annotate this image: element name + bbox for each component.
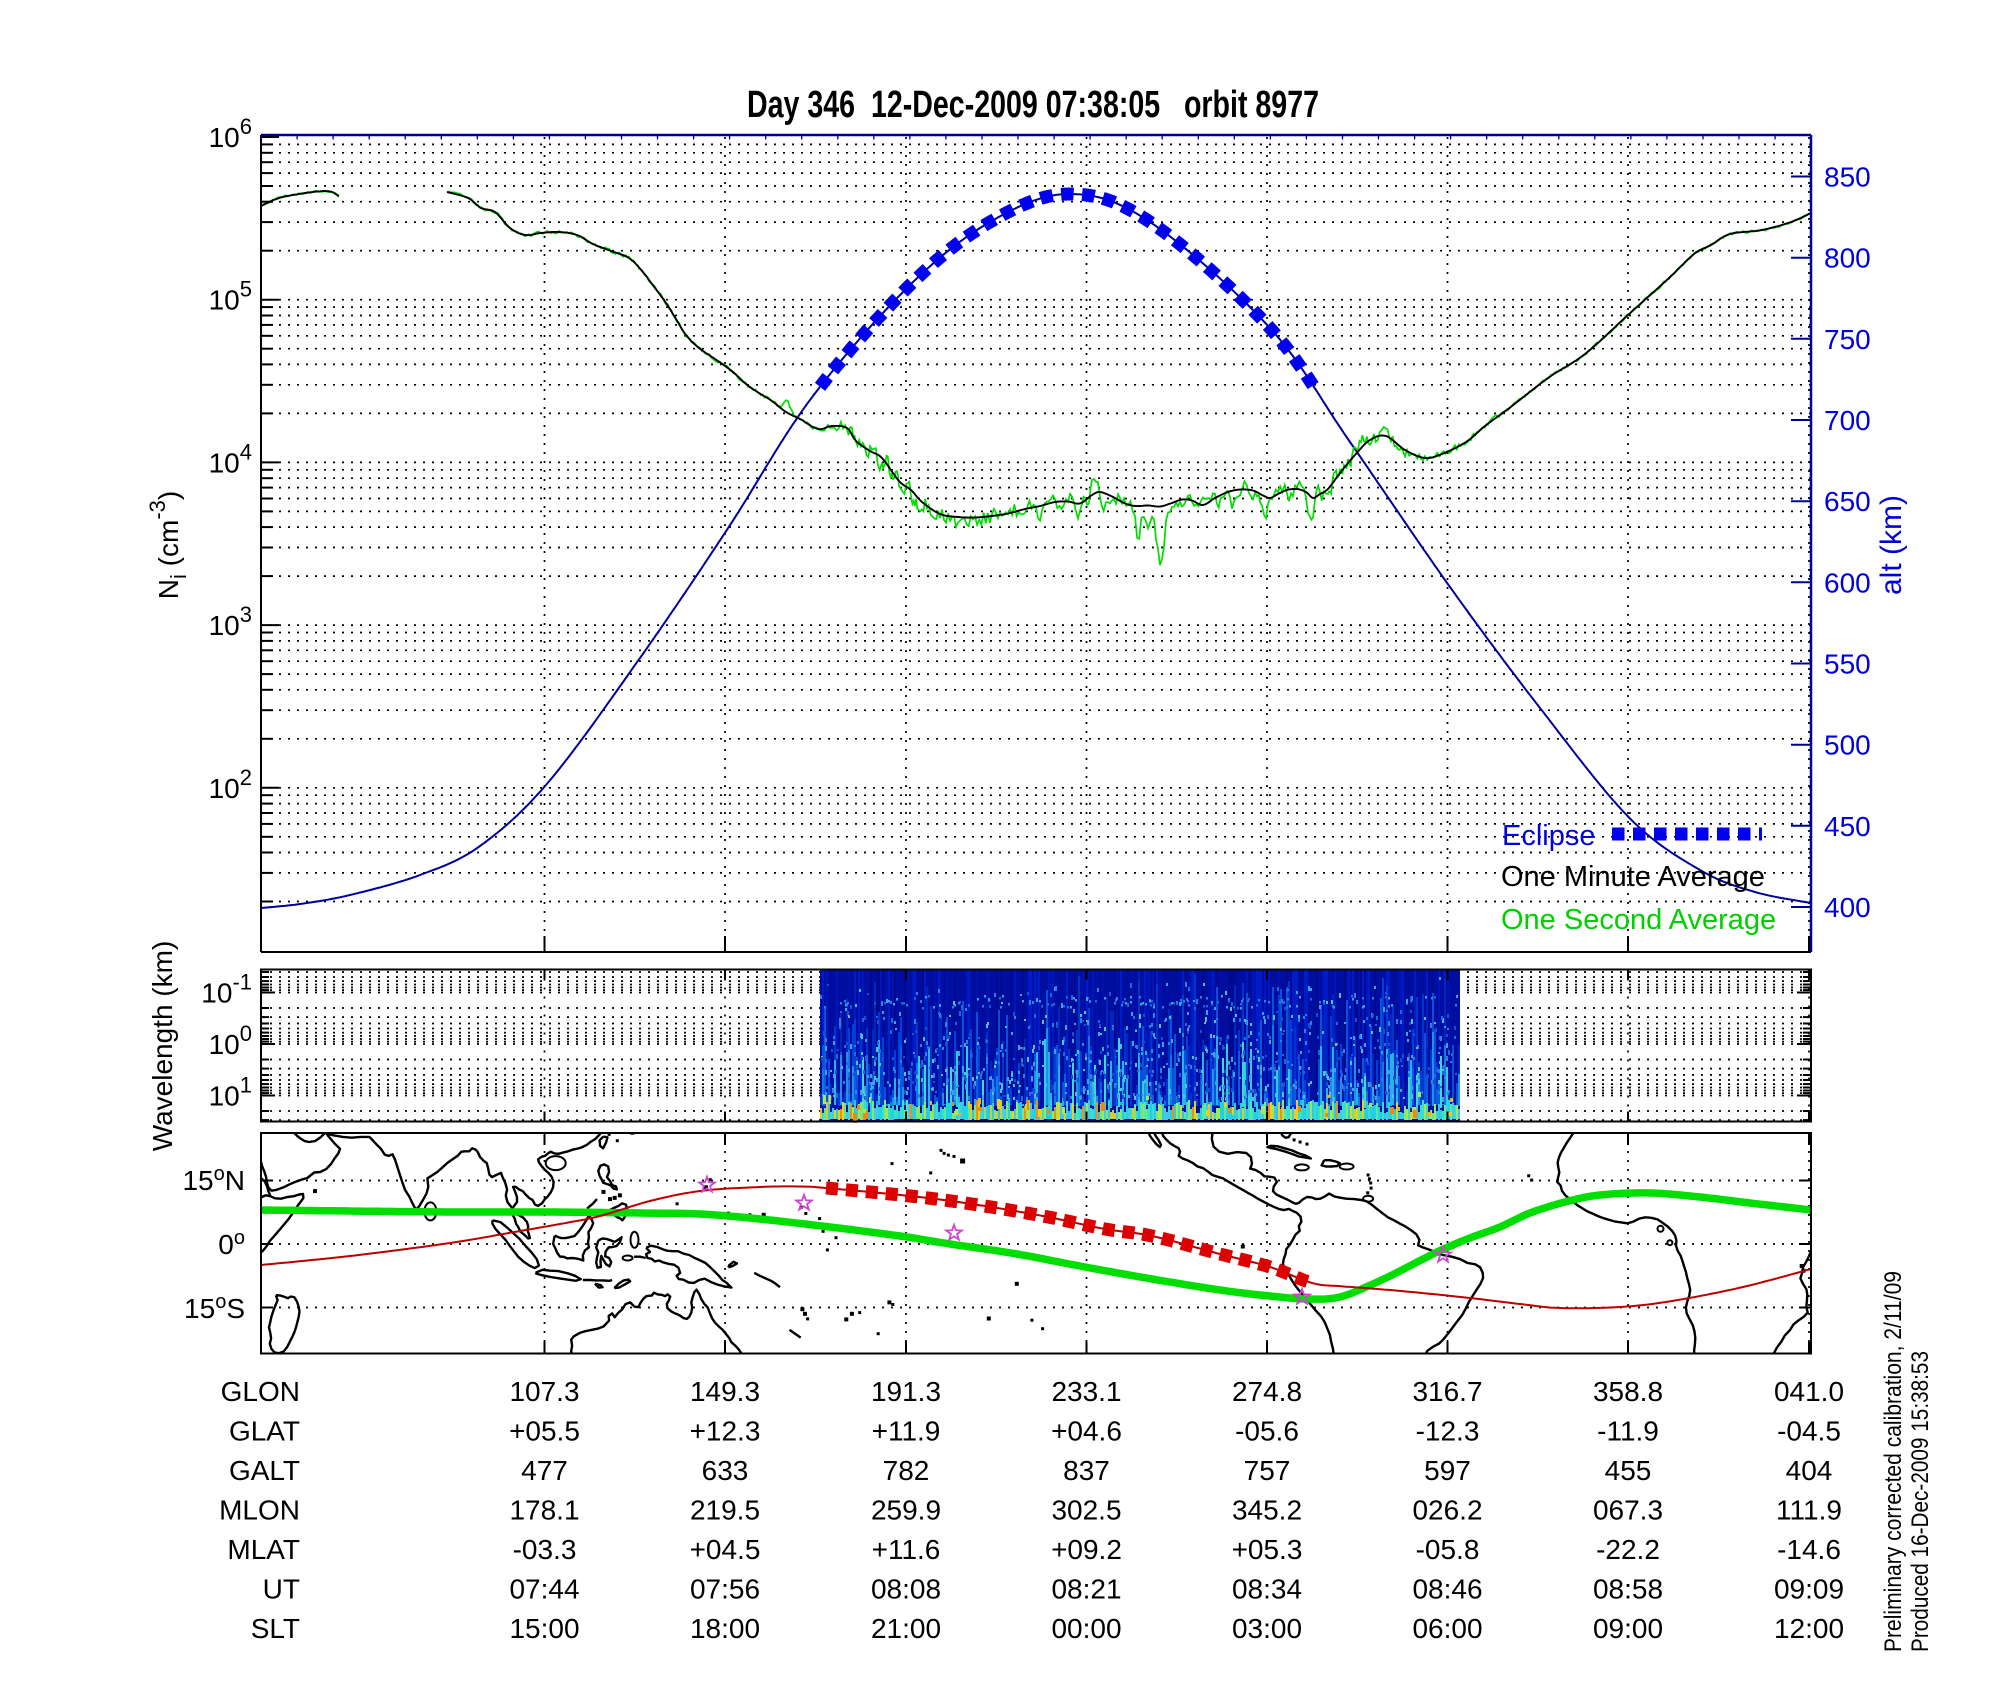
svg-text:067.3: 067.3 — [1593, 1495, 1663, 1526]
svg-text:633: 633 — [702, 1455, 749, 1486]
svg-text:345.2: 345.2 — [1232, 1495, 1302, 1526]
svg-text:12:00: 12:00 — [1774, 1613, 1844, 1644]
svg-text:-04.5: -04.5 — [1777, 1416, 1841, 1447]
svg-text:700: 700 — [1824, 405, 1871, 436]
svg-text:191.3: 191.3 — [871, 1376, 941, 1407]
svg-text:07:44: 07:44 — [509, 1574, 579, 1605]
svg-text:+09.2: +09.2 — [1051, 1534, 1122, 1565]
svg-text:107.3: 107.3 — [509, 1376, 579, 1407]
svg-text:08:46: 08:46 — [1412, 1574, 1482, 1605]
svg-text:08:34: 08:34 — [1232, 1574, 1302, 1605]
svg-text:UT: UT — [263, 1574, 300, 1605]
svg-text:358.8: 358.8 — [1593, 1376, 1663, 1407]
svg-text:+11.6: +11.6 — [872, 1534, 941, 1565]
svg-text:650: 650 — [1824, 486, 1871, 517]
svg-text:MLON: MLON — [219, 1495, 300, 1526]
svg-text:Preliminary corrected calibrat: Preliminary corrected calibration, 2/11/… — [1880, 1271, 1907, 1652]
svg-text:-22.2: -22.2 — [1596, 1534, 1660, 1565]
svg-text:09:00: 09:00 — [1593, 1613, 1663, 1644]
svg-text:00:00: 00:00 — [1051, 1613, 1121, 1644]
svg-text:233.1: 233.1 — [1051, 1376, 1121, 1407]
svg-text:400: 400 — [1824, 892, 1871, 923]
svg-text:GALT: GALT — [229, 1455, 300, 1486]
svg-text:18:00: 18:00 — [690, 1613, 760, 1644]
svg-text:850: 850 — [1824, 162, 1871, 193]
svg-text:782: 782 — [883, 1455, 930, 1486]
svg-text:Day 346 12-Dec-2009 07:38:05: Day 346 12-Dec-2009 07:38:05 orbit 8977 — [747, 84, 1319, 126]
svg-text:+04.6: +04.6 — [1051, 1416, 1122, 1447]
svg-text:+05.5: +05.5 — [509, 1416, 580, 1447]
svg-text:-05.6: -05.6 — [1235, 1416, 1299, 1447]
svg-text:08:08: 08:08 — [871, 1574, 941, 1605]
svg-text:500: 500 — [1824, 730, 1871, 761]
svg-text:GLAT: GLAT — [229, 1416, 300, 1447]
svg-text:450: 450 — [1824, 811, 1871, 842]
svg-text:597: 597 — [1424, 1455, 1471, 1486]
svg-text:One Minute Average: One Minute Average — [1501, 861, 1765, 893]
svg-text:15:00: 15:00 — [509, 1613, 579, 1644]
svg-text:149.3: 149.3 — [690, 1376, 760, 1407]
svg-text:026.2: 026.2 — [1412, 1495, 1482, 1526]
svg-text:-03.3: -03.3 — [513, 1534, 577, 1565]
svg-text:750: 750 — [1824, 324, 1871, 355]
svg-text:06:00: 06:00 — [1412, 1613, 1482, 1644]
svg-text:+11.9: +11.9 — [872, 1416, 941, 1447]
svg-text:477: 477 — [521, 1455, 568, 1486]
svg-text:alt (km): alt (km) — [1875, 495, 1908, 595]
svg-text:219.5: 219.5 — [690, 1495, 760, 1526]
svg-text:800: 800 — [1824, 243, 1871, 274]
svg-text:03:00: 03:00 — [1232, 1613, 1302, 1644]
svg-text:316.7: 316.7 — [1412, 1376, 1482, 1407]
svg-text:08:58: 08:58 — [1593, 1574, 1663, 1605]
svg-text:550: 550 — [1824, 649, 1871, 680]
svg-text:One Second Average: One Second Average — [1501, 904, 1776, 936]
svg-text:404: 404 — [1786, 1455, 1833, 1486]
svg-text:21:00: 21:00 — [871, 1613, 941, 1644]
svg-text:837: 837 — [1063, 1455, 1110, 1486]
svg-text:SLT: SLT — [251, 1613, 300, 1644]
svg-text:274.8: 274.8 — [1232, 1376, 1302, 1407]
svg-text:Wavelength (km): Wavelength (km) — [147, 941, 178, 1152]
svg-text:302.5: 302.5 — [1051, 1495, 1121, 1526]
svg-text:600: 600 — [1824, 567, 1871, 598]
svg-text:15oS: 15oS — [184, 1291, 245, 1324]
svg-text:Eclipse: Eclipse — [1502, 820, 1596, 852]
svg-text:+05.3: +05.3 — [1232, 1534, 1303, 1565]
svg-text:455: 455 — [1605, 1455, 1652, 1486]
svg-text:-11.9: -11.9 — [1597, 1416, 1659, 1447]
svg-text:GLON: GLON — [221, 1376, 300, 1407]
svg-text:111.9: 111.9 — [1776, 1495, 1842, 1526]
svg-text:07:56: 07:56 — [690, 1574, 760, 1605]
svg-text:+12.3: +12.3 — [690, 1416, 761, 1447]
svg-text:-05.8: -05.8 — [1416, 1534, 1480, 1565]
svg-text:178.1: 178.1 — [509, 1495, 579, 1526]
svg-text:-14.6: -14.6 — [1777, 1534, 1841, 1565]
svg-text:09:09: 09:09 — [1774, 1574, 1844, 1605]
svg-text:757: 757 — [1244, 1455, 1291, 1486]
svg-text:+04.5: +04.5 — [690, 1534, 761, 1565]
svg-text:041.0: 041.0 — [1774, 1376, 1844, 1407]
svg-text:-12.3: -12.3 — [1416, 1416, 1480, 1447]
svg-text:08:21: 08:21 — [1051, 1574, 1121, 1605]
svg-text:Produced 16-Dec-2009 15:38:53: Produced 16-Dec-2009 15:38:53 — [1907, 1351, 1934, 1652]
svg-text:MLAT: MLAT — [227, 1534, 300, 1565]
svg-text:259.9: 259.9 — [871, 1495, 941, 1526]
